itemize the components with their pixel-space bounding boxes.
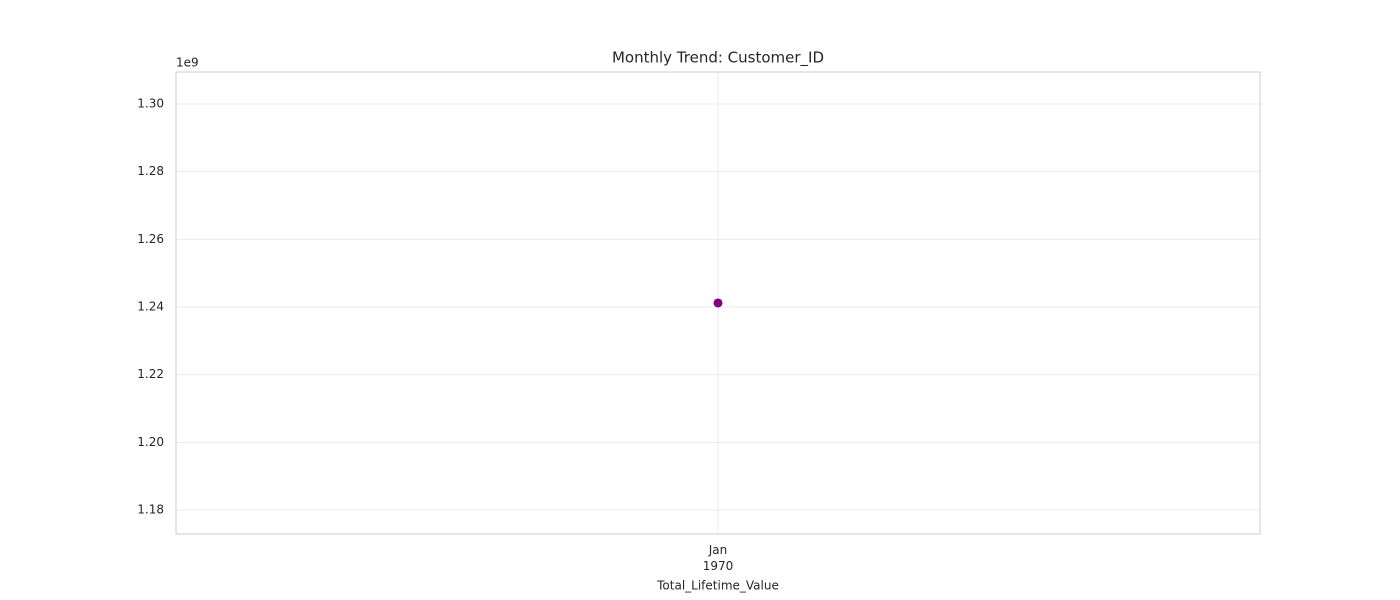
y-tick-label: 1.24 (137, 300, 164, 314)
x-axis-label: Total_Lifetime_Value (656, 579, 779, 593)
point (713, 298, 723, 308)
y-offset-label: 1e9 (176, 56, 199, 70)
y-tick-label: 1.22 (137, 367, 164, 381)
plot-frame (175, 71, 1261, 535)
x-tick-label: Jan 1970 (702, 543, 734, 573)
y-tick-label: 1.26 (137, 232, 164, 246)
y-tick-label: 1.20 (137, 435, 164, 449)
chart-title: Monthly Trend: Customer_ID (612, 49, 824, 68)
y-tick-label: 1.28 (137, 164, 164, 178)
y-tick-label: 1.18 (137, 503, 164, 517)
y-tick-label: 1.30 (137, 97, 164, 111)
